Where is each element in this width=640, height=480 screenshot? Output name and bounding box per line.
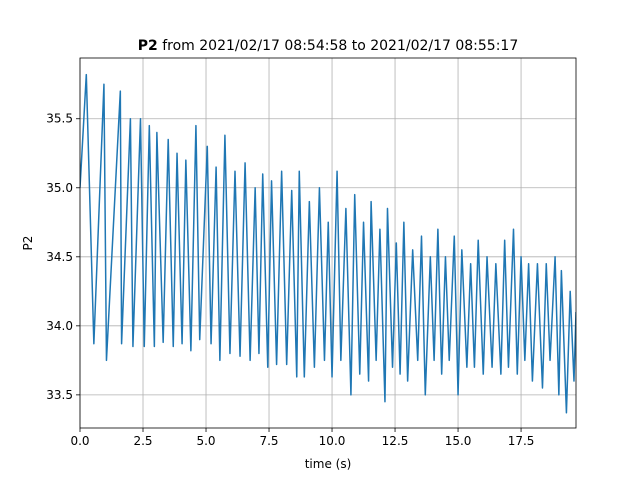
x-tick-label: 10.0 xyxy=(319,434,346,448)
data-line xyxy=(80,73,576,414)
x-tick-label: 2.5 xyxy=(133,434,152,448)
title-variable: P2 xyxy=(138,38,158,54)
y-tick-label: 34.5 xyxy=(46,250,73,264)
y-tick-label: 35.5 xyxy=(46,112,73,126)
x-tick-label: 7.5 xyxy=(259,434,278,448)
title-text: from 2021/02/17 08:54:58 to 2021/02/17 0… xyxy=(162,38,518,54)
x-axis-label: time (s) xyxy=(305,457,352,471)
chart-title: P2 from 2021/02/17 08:54:58 to 2021/02/1… xyxy=(138,38,519,54)
x-tick-label: 12.5 xyxy=(382,434,409,448)
y-tick-label: 33.5 xyxy=(46,388,73,402)
y-axis-label: P2 xyxy=(21,236,35,251)
x-tick-label: 17.5 xyxy=(508,434,535,448)
y-tick-label: 35.0 xyxy=(46,181,73,195)
x-tick-label: 5.0 xyxy=(196,434,215,448)
y-tick-label: 34.0 xyxy=(46,319,73,333)
x-tick-label: 15.0 xyxy=(445,434,472,448)
x-tick-label: 0.0 xyxy=(70,434,89,448)
plot-frame xyxy=(79,57,577,429)
